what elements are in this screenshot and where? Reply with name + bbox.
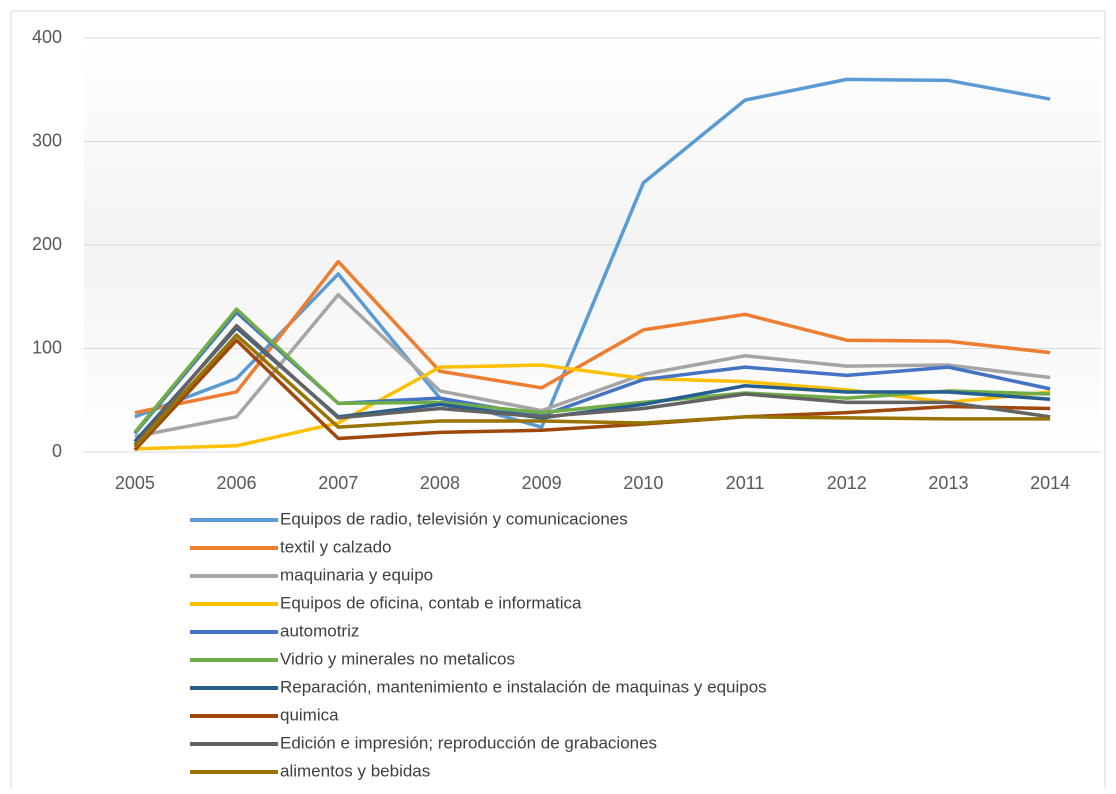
series-line — [134, 259, 1051, 415]
y-tick-label: 300 — [32, 130, 62, 150]
legend-label: Reparación, mantenimiento e instalación … — [280, 677, 767, 696]
x-tick-label: 2005 — [115, 473, 155, 493]
y-tick-label: 200 — [32, 234, 62, 254]
x-tick-label: 2013 — [928, 473, 968, 493]
series-line — [133, 338, 1051, 452]
legend-label: quimica — [280, 705, 339, 724]
legend-label: Equipos de oficina, contab e informatica — [280, 593, 582, 612]
y-tick-label: 0 — [52, 441, 62, 461]
x-tick-label: 2012 — [827, 473, 867, 493]
series-line — [133, 323, 1051, 446]
legend-label: Equipos de radio, televisión y comunicac… — [280, 509, 628, 528]
x-tick-label: 2011 — [726, 473, 765, 493]
x-tick-label: 2014 — [1030, 473, 1070, 493]
legend-label: automotriz — [280, 621, 359, 640]
series-line — [133, 333, 1051, 449]
x-tick-label: 2006 — [217, 473, 257, 493]
x-tick-label: 2009 — [522, 473, 562, 493]
x-tick-label: 2007 — [318, 473, 358, 493]
legend-label: Vidrio y minerales no metalicos — [280, 649, 515, 668]
legend-label: textil y calzado — [280, 537, 392, 556]
legend-label: alimentos y bebidas — [280, 761, 430, 780]
y-tick-label: 400 — [32, 27, 62, 47]
y-tick-label: 100 — [32, 337, 62, 357]
legend-label: Edición e impresión; reproducción de gra… — [280, 733, 657, 752]
series-line — [133, 307, 1051, 434]
x-tick-label: 2008 — [420, 473, 460, 493]
x-tick-label: 2010 — [623, 473, 663, 493]
legend-label: maquinaria y equipo — [280, 565, 433, 584]
